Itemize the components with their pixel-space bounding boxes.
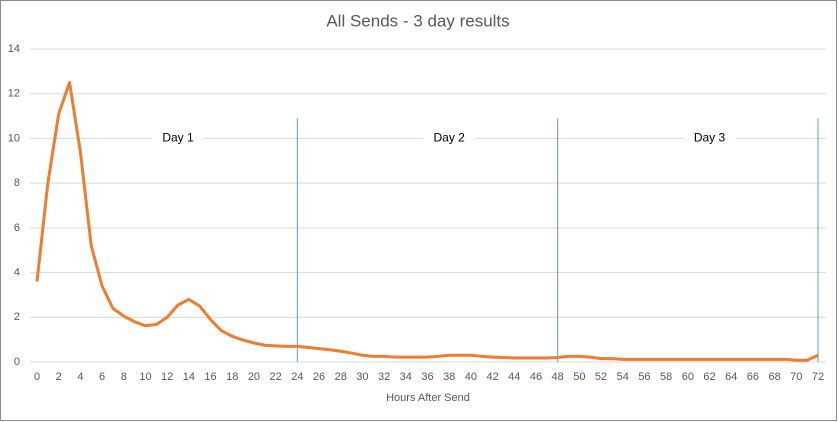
y-tick-label: 2 <box>14 311 20 323</box>
annotation: Day 1 <box>162 131 194 145</box>
y-tick-label: 10 <box>8 132 20 144</box>
annotation-bg <box>683 129 736 148</box>
y-tick-label: 12 <box>8 88 20 100</box>
x-tick-label: 68 <box>768 371 780 383</box>
x-tick-label: 60 <box>682 371 694 383</box>
x-tick-label: 62 <box>703 371 715 383</box>
annotation: Day 3 <box>694 131 726 145</box>
x-tick-label: 40 <box>465 371 477 383</box>
x-tick-label: 58 <box>660 371 672 383</box>
x-tick-label: 64 <box>725 371 737 383</box>
x-axis-title: Hours After Send <box>386 392 470 404</box>
x-tick-label: 26 <box>313 371 325 383</box>
x-tick-label: 12 <box>161 371 173 383</box>
x-tick-label: 14 <box>183 371 195 383</box>
x-tick-label: 54 <box>617 371 629 383</box>
x-tick-label: 38 <box>443 371 455 383</box>
x-tick-label: 18 <box>226 371 238 383</box>
y-tick-label: 0 <box>14 356 20 368</box>
x-tick-label: 56 <box>638 371 650 383</box>
x-tick-label: 22 <box>270 371 282 383</box>
x-tick-label: 46 <box>530 371 542 383</box>
x-tick-label: 6 <box>99 371 105 383</box>
y-tick-label: 4 <box>14 266 20 278</box>
x-tick-label: 50 <box>573 371 585 383</box>
x-tick-label: 8 <box>121 371 127 383</box>
chart-title: All Sends - 3 day results <box>326 11 509 30</box>
x-tick-label: 34 <box>400 371 412 383</box>
x-tick-label: 42 <box>486 371 498 383</box>
y-tick-label: 14 <box>8 43 20 55</box>
annotation-bg <box>152 129 205 148</box>
x-tick-label: 28 <box>335 371 347 383</box>
x-tick-label: 30 <box>356 371 368 383</box>
data-line <box>35 81 819 362</box>
x-tick-label: 2 <box>56 371 62 383</box>
y-tick-label: 8 <box>14 177 20 189</box>
annotation-bg <box>423 129 476 148</box>
x-tick-label: 36 <box>421 371 433 383</box>
x-tick-label: 70 <box>790 371 802 383</box>
x-tick-label: 24 <box>291 371 303 383</box>
x-tick-label: 48 <box>552 371 564 383</box>
x-tick-label: 4 <box>77 371 83 383</box>
x-tick-label: 52 <box>595 371 607 383</box>
y-tick-label: 6 <box>14 222 20 234</box>
annotation: Day 2 <box>434 131 466 145</box>
x-tick-label: 10 <box>139 371 151 383</box>
x-tick-label: 0 <box>34 371 40 383</box>
x-tick-label: 44 <box>508 371 520 383</box>
x-tick-label: 72 <box>812 371 824 383</box>
x-tick-label: 32 <box>378 371 390 383</box>
x-tick-label: 66 <box>747 371 759 383</box>
x-tick-label: 16 <box>204 371 216 383</box>
x-tick-label: 20 <box>248 371 260 383</box>
